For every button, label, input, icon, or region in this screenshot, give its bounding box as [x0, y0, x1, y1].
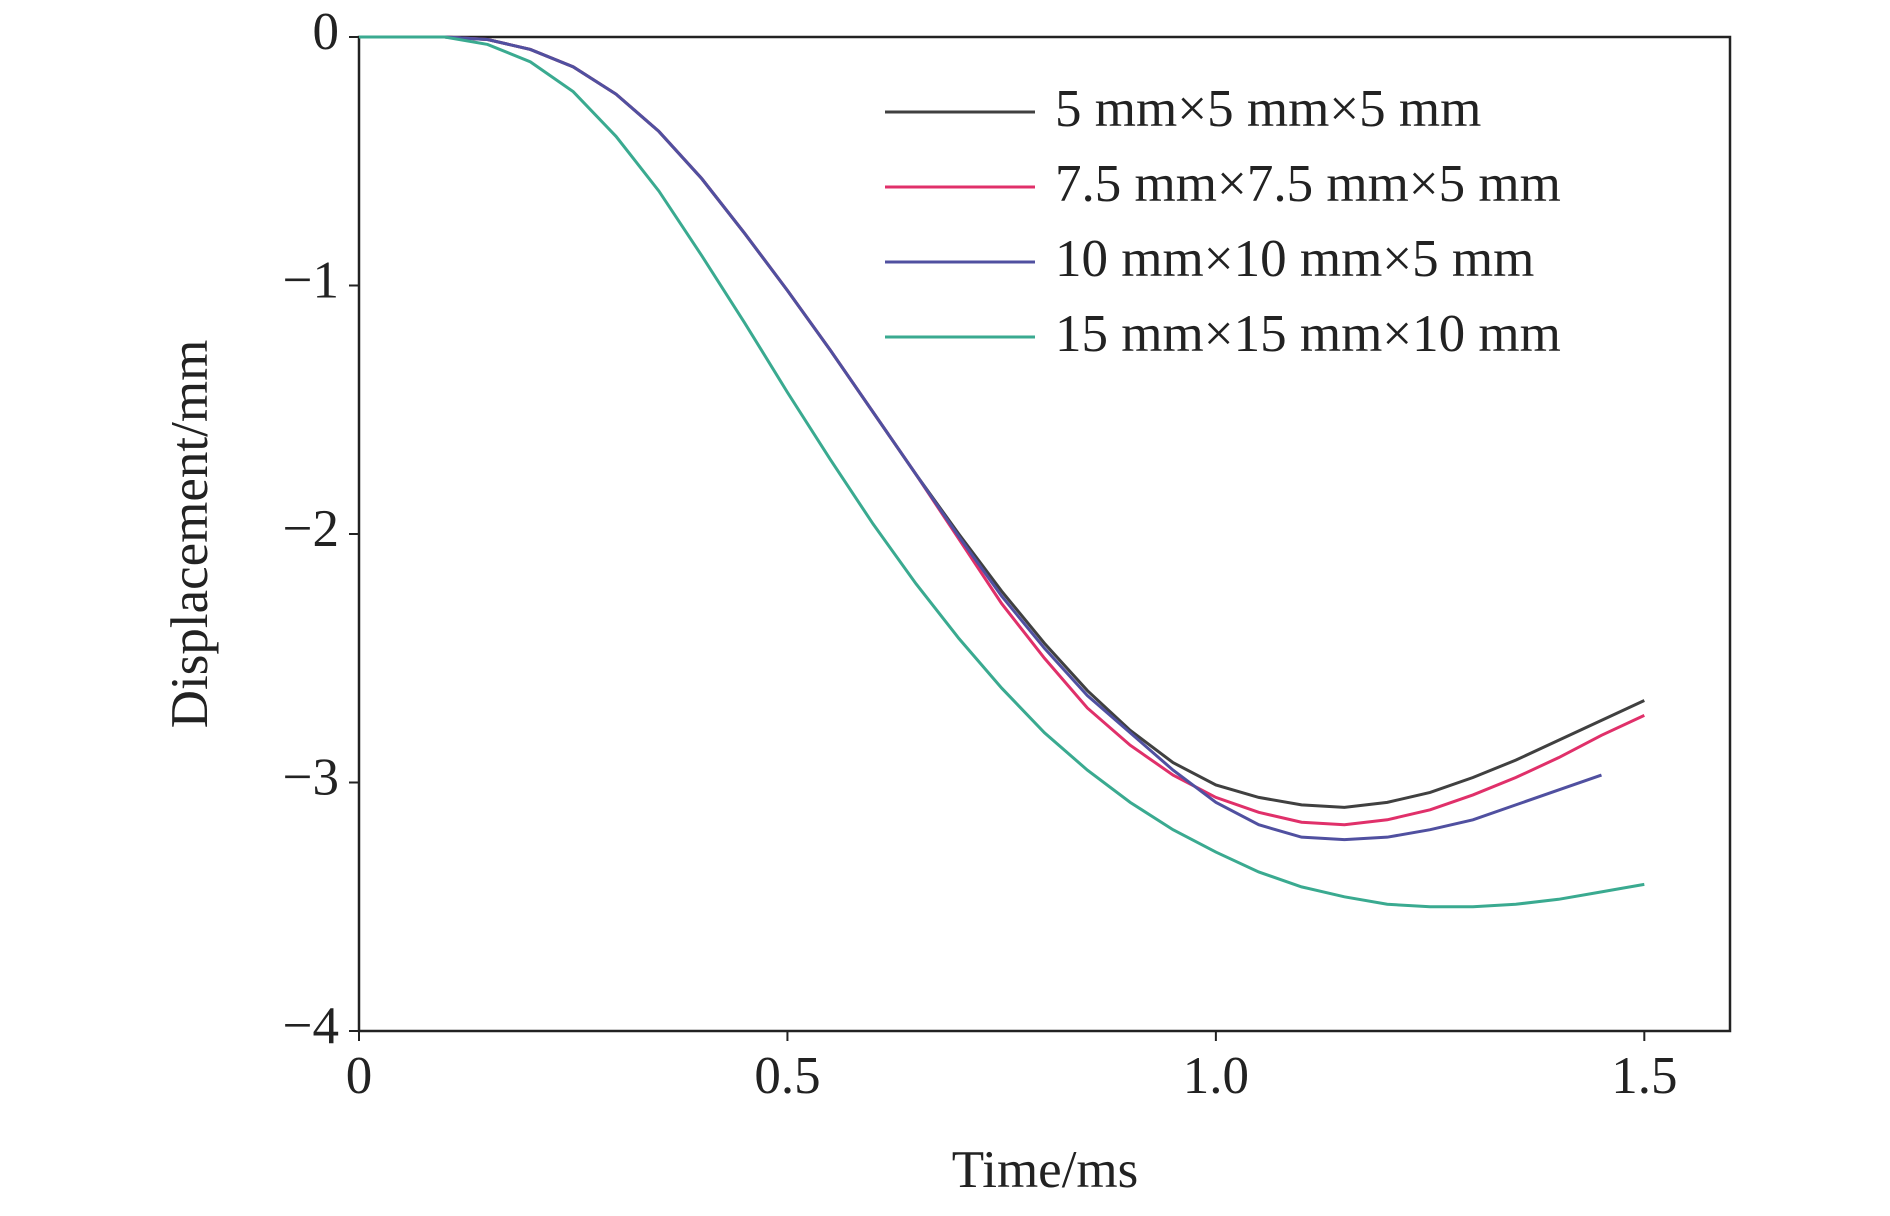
- y-tick-label: −2: [283, 500, 339, 558]
- y-tick-label: −4: [283, 997, 339, 1055]
- x-axis-label: Time/ms: [952, 1141, 1139, 1199]
- legend-label: 10 mm×10 mm×5 mm: [1055, 230, 1534, 288]
- y-tick-label: −1: [283, 252, 339, 310]
- legend-label: 15 mm×15 mm×10 mm: [1055, 305, 1561, 363]
- x-tick-label: 1.0: [1183, 1047, 1249, 1105]
- series-line: [359, 35, 1645, 809]
- legend-label: 5 mm×5 mm×5 mm: [1055, 80, 1481, 138]
- series-line: [359, 35, 1602, 842]
- series-line: [359, 35, 1645, 909]
- x-tick-label: 0.5: [754, 1047, 820, 1105]
- legend-label: 7.5 mm×7.5 mm×5 mm: [1055, 155, 1561, 213]
- x-tick-label: 1.5: [1611, 1047, 1677, 1105]
- y-tick-label: 0: [313, 3, 340, 61]
- y-tick-label: −3: [283, 749, 339, 807]
- y-axis-label: Displacement/mm: [161, 340, 219, 729]
- x-tick-label: 0: [346, 1047, 373, 1105]
- plot-frame: [357, 35, 1732, 1033]
